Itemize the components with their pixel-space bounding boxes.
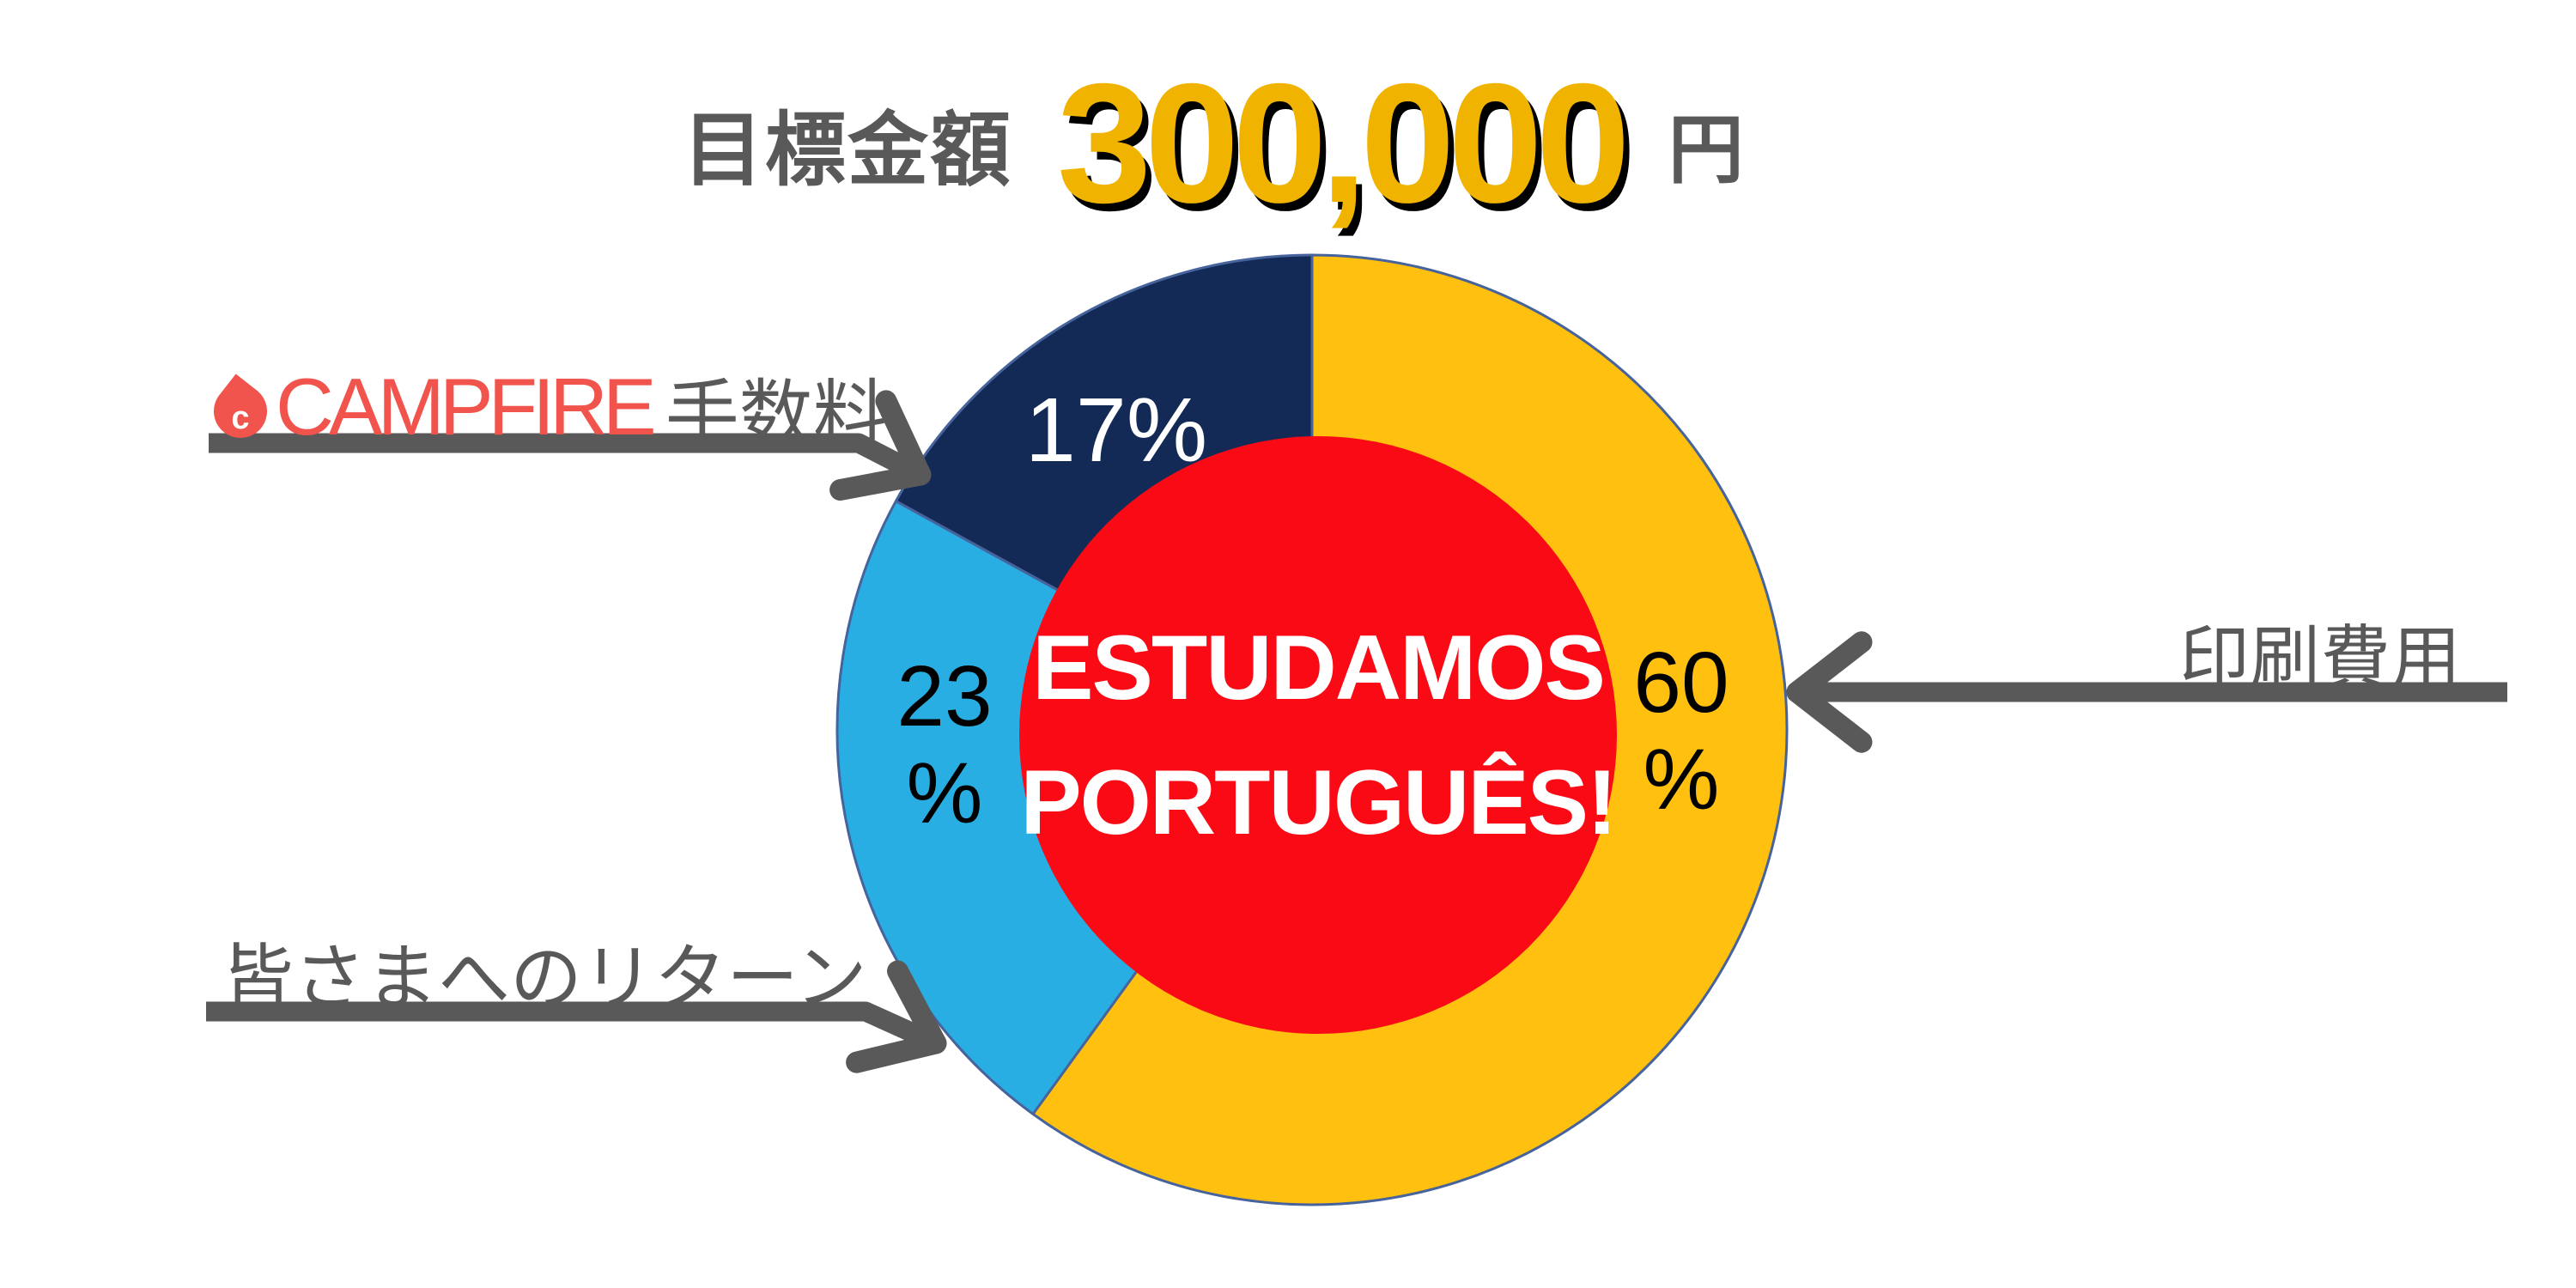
center-badge-line-1: ESTUDAMOS	[1032, 616, 1606, 719]
center-badge-circle	[1019, 436, 1617, 1034]
title-label: 目標金額	[683, 105, 1013, 195]
slice-value-label-returns: 23 %	[896, 648, 993, 841]
campfire-fee-label: 手数料	[665, 373, 887, 456]
page-title: 目標金額 300,000 円	[683, 45, 1744, 242]
title-unit: 円	[1668, 106, 1744, 192]
title-amount: 300,000	[1057, 48, 1631, 238]
campfire-wordmark: CAMPFIRE	[276, 361, 657, 452]
callout-print-cost: 印刷費用	[2179, 620, 2462, 698]
arrow-print-cost	[1786, 631, 2507, 753]
callout-campfire-fee: c CAMPFIRE 手数料	[203, 361, 887, 456]
slice-value-label-campfire-fee: 17%	[1024, 380, 1208, 482]
campfire-flame-icon: c	[203, 366, 278, 449]
center-badge-text: ESTUDAMOS PORTUGUÊS!	[992, 622, 1644, 848]
slice-value-label-print-cost: 60 %	[1633, 635, 1729, 828]
callout-returns: 皆さまへのリターン	[222, 938, 867, 1018]
arrow-returns	[206, 960, 947, 1073]
arrow-campfire-fee	[209, 390, 932, 501]
flame-letter: c	[231, 399, 250, 436]
center-badge-line-2: PORTUGUÊS!	[1020, 750, 1617, 854]
